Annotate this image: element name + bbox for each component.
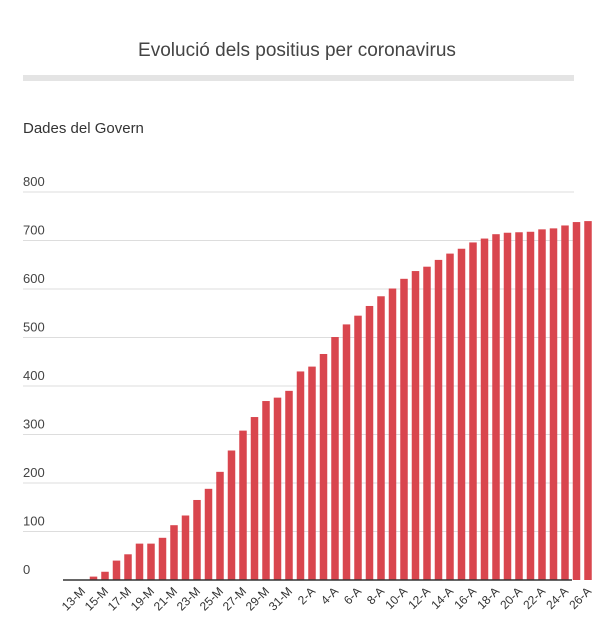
x-tick-label: 24-A (543, 584, 571, 612)
x-tick-label: 26-A (566, 584, 594, 612)
x-axis-ticks: 13-M15-M17-M19-M21-M23-M25-M27-M29-M31-M… (59, 584, 594, 613)
y-tick-label: 0 (23, 562, 30, 577)
bar-22-M (181, 515, 190, 580)
bar-12-A (423, 266, 431, 580)
bar-25-M (216, 471, 224, 580)
bar-13-A (434, 259, 443, 580)
bar-16-M (112, 560, 121, 580)
x-tick-label: 13-M (59, 584, 88, 613)
bar-25-A (572, 222, 581, 580)
bar-29-M (262, 401, 270, 580)
x-tick-label: 19-M (128, 584, 157, 613)
y-tick-label: 100 (23, 514, 45, 529)
bar-20-A (515, 232, 523, 580)
bar-18-M (135, 543, 144, 580)
bar-26-A (584, 221, 592, 580)
bar-14-A (446, 253, 454, 580)
bar-6-A (354, 315, 362, 580)
bar-3-A (319, 353, 328, 580)
title-divider (23, 75, 574, 81)
y-tick-label: 300 (23, 417, 45, 432)
x-tick-label: 12-A (405, 584, 433, 612)
bar-16-A (469, 242, 477, 580)
y-tick-label: 700 (23, 223, 45, 238)
bar-22-A (538, 229, 546, 580)
bar-4-A (331, 337, 339, 580)
x-tick-label: 6-A (341, 584, 364, 607)
y-tick-label: 800 (23, 174, 45, 189)
bar-19-A (503, 232, 512, 581)
bar-17-M (124, 554, 132, 580)
x-tick-label: 4-A (318, 584, 341, 607)
y-tick-label: 500 (23, 320, 45, 335)
bar-21-M (170, 525, 178, 580)
bar-18-A (492, 234, 500, 580)
bar-11-A (411, 271, 420, 580)
bar-14-M (89, 576, 98, 580)
x-tick-label: 20-A (497, 584, 525, 612)
bar-9-A (388, 288, 397, 580)
x-tick-label: 25-M (197, 584, 226, 613)
bar-15-M (101, 571, 109, 580)
bar-8-A (377, 296, 385, 580)
bar-28-M (250, 417, 259, 580)
bar-26-M (227, 450, 236, 580)
x-tick-label: 2-A (295, 584, 318, 607)
x-tick-label: 27-M (220, 584, 249, 613)
bar-1-A (296, 371, 305, 580)
bar-17-A (480, 238, 489, 580)
bar-2-A (308, 366, 316, 580)
bar-24-M (204, 488, 213, 580)
y-axis-ticks: 0 100 200 300 400 500 600 700 800 (23, 174, 45, 577)
bar-27-M (239, 430, 247, 580)
chart-title: Evolució dels positius per coronavirus (138, 40, 456, 61)
x-tick-label: 15-M (82, 584, 111, 613)
bar-30-M (273, 397, 282, 580)
x-tick-label: 29-M (243, 584, 272, 613)
x-tick-label: 14-A (428, 584, 456, 612)
x-tick-label: 22-A (520, 584, 548, 612)
bar-23-A (549, 228, 558, 580)
x-tick-label: 23-M (174, 584, 203, 613)
x-tick-label: 18-A (474, 584, 502, 612)
x-tick-label: 31-M (266, 584, 295, 613)
bar-5-A (342, 324, 351, 580)
chart-subtitle: Dades del Govern (23, 120, 144, 137)
x-tick-label: 21-M (151, 584, 180, 613)
bars (89, 221, 592, 581)
bar-23-M (193, 499, 201, 580)
bar-20-M (158, 537, 167, 580)
bar-24-A (561, 225, 569, 580)
y-tick-label: 200 (23, 465, 45, 480)
bar-19-M (147, 543, 155, 580)
x-tick-label: 10-A (382, 584, 410, 612)
bar-31-M (285, 390, 293, 580)
x-tick-label: 16-A (451, 584, 479, 612)
bar-10-A (400, 278, 408, 580)
bar-15-A (457, 248, 466, 580)
x-tick-label: 17-M (105, 584, 134, 613)
y-tick-label: 400 (23, 368, 45, 383)
y-tick-label: 600 (23, 271, 45, 286)
bar-21-A (526, 231, 535, 580)
bar-7-A (365, 305, 374, 580)
